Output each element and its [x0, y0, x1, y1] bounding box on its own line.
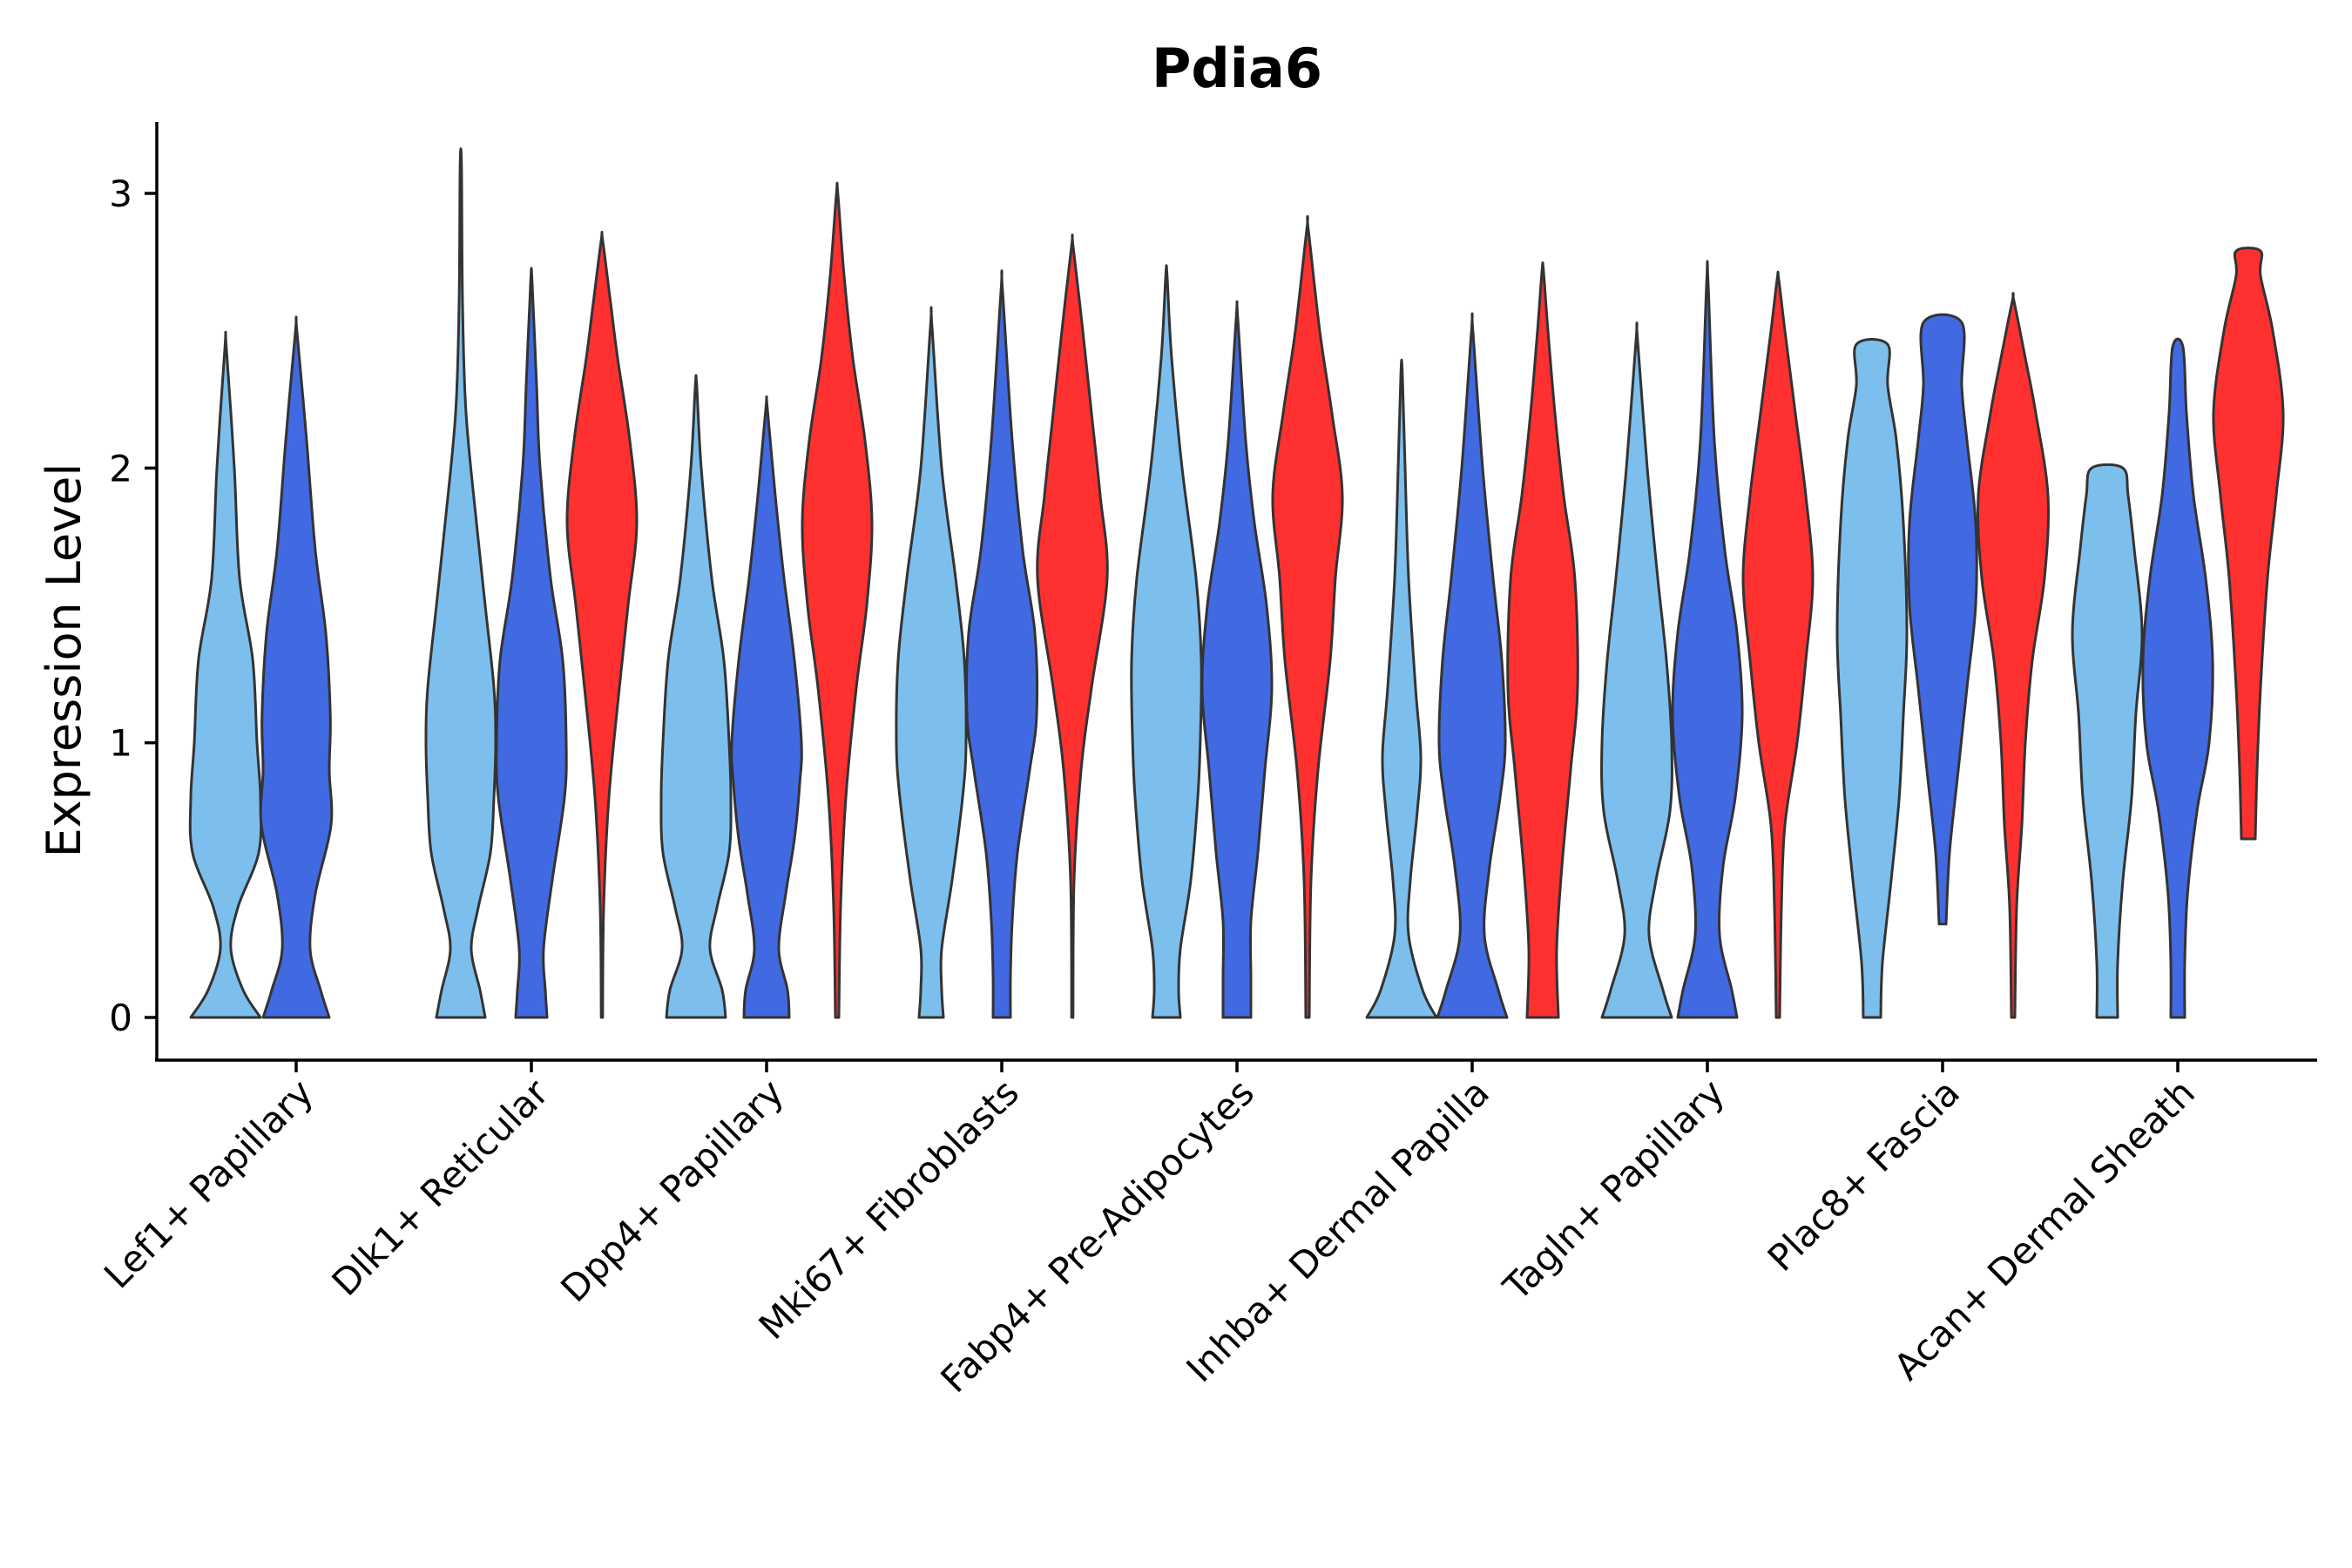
y-tick-label-2: 2 — [109, 447, 132, 490]
y-ticks: 0 1 2 3 — [109, 172, 157, 1039]
violin-group-2-mki67-fibroblasts — [964, 269, 1039, 1019]
violin-layer — [188, 147, 2285, 1019]
violin-group-1-dpp4-papillary — [659, 374, 733, 1019]
y-tick-label-0: 0 — [109, 997, 132, 1039]
chart-title: Pdia6 — [1152, 37, 1322, 100]
x-tick-label-lef1-papillary: Lef1+ Papillary — [96, 1071, 321, 1296]
violin-group-3-tagln-papillary — [1741, 270, 1815, 1019]
violin-group-2-acan-dermal-sheath — [2141, 337, 2214, 1019]
x-tick-label-mki67-fibroblasts: Mki67+ Fibroblasts — [751, 1071, 1027, 1347]
violin-group-2-fabp4-pre-adipocytes — [1200, 300, 1274, 1019]
violin-group-2-inhba-dermal-papilla — [1436, 312, 1509, 1019]
violin-group-1-dlk1-reticular — [424, 147, 497, 1019]
violin-group-1-fabp4-pre-adipocytes — [1130, 264, 1203, 1019]
violin-group-2-dpp4-papillary — [730, 395, 803, 1019]
x-tick-label-dpp4-papillary: Dpp4+ Papillary — [552, 1071, 792, 1310]
violin-group-1-mki67-fibroblasts — [895, 306, 968, 1019]
violin-group-3-fabp4-pre-adipocytes — [1271, 214, 1344, 1019]
violin-group-3-mki67-fibroblasts — [1036, 233, 1109, 1019]
y-tick-label-3: 3 — [109, 172, 132, 215]
violin-group-2-tagln-papillary — [1671, 260, 1744, 1019]
x-tick-label-tagln-papillary: Tagln+ Papillary — [1495, 1071, 1733, 1308]
violin-group-1-inhba-dermal-papilla — [1365, 358, 1438, 1019]
violin-group-1-lef1-papillary — [188, 330, 263, 1019]
violin-group-2-lef1-papillary — [259, 315, 334, 1019]
violin-group-3-dlk1-reticular — [565, 231, 639, 1019]
violin-group-3-plac8-fascia — [1976, 292, 2051, 1019]
y-axis-label: Expression Level — [37, 463, 91, 858]
violin-group-1-tagln-papillary — [1600, 321, 1673, 1019]
violin-group-1-plac8-fascia — [1835, 337, 1909, 1019]
violin-group-2-plac8-fascia — [1907, 313, 1978, 926]
violin-group-3-dpp4-papillary — [801, 181, 874, 1019]
violin-group-2-dlk1-reticular — [495, 267, 568, 1019]
x-tick-label-plac8-fascia: Plac8+ Fascia — [1760, 1071, 1968, 1279]
violin-group-3-acan-dermal-sheath — [2212, 247, 2285, 841]
y-tick-label-1: 1 — [109, 722, 132, 765]
x-tick-label-dlk1-reticular: Dlk1+ Reticular — [324, 1071, 558, 1304]
violin-group-3-inhba-dermal-papilla — [1506, 261, 1579, 1019]
violin-group-1-acan-dermal-sheath — [2071, 463, 2144, 1019]
